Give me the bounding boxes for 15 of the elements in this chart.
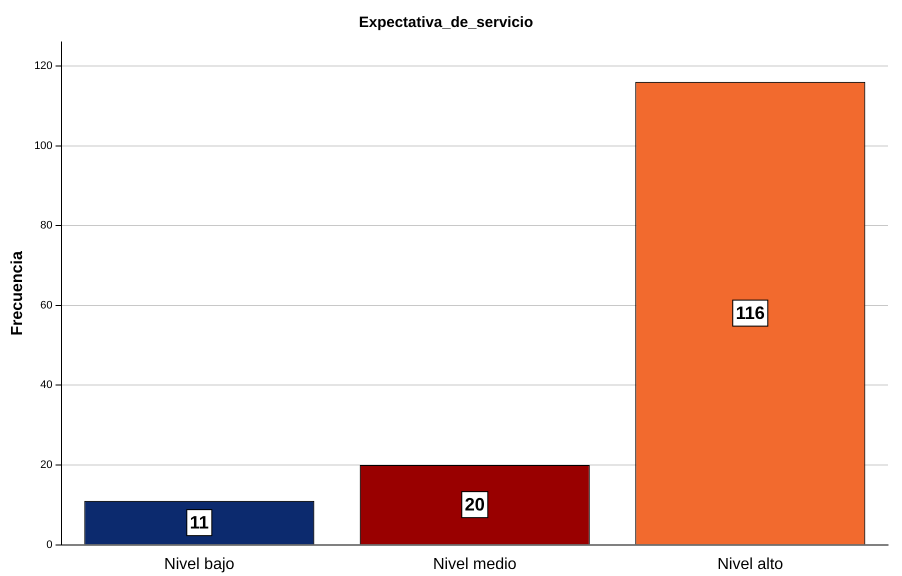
y-tick-label: 80 — [40, 220, 53, 232]
x-tick-label: Nivel medio — [432, 556, 517, 573]
y-tick-label: 120 — [34, 60, 53, 72]
x-tick-label: Nivel alto — [717, 556, 784, 573]
y-tick-label: 20 — [40, 459, 53, 472]
y-tick-label: 60 — [40, 299, 53, 312]
data-label: 116 — [736, 303, 765, 324]
y-axis-title: Frecuencia — [9, 251, 26, 336]
x-tick-label: Nivel bajo — [164, 556, 235, 573]
chart-title: Expectativa_de_servicio — [358, 14, 534, 32]
y-tick-label: 0 — [46, 538, 53, 551]
y-tick-label: 100 — [34, 140, 53, 152]
y-tick-label: 40 — [40, 379, 53, 392]
data-label: 20 — [464, 494, 485, 515]
data-label: 11 — [190, 512, 209, 533]
